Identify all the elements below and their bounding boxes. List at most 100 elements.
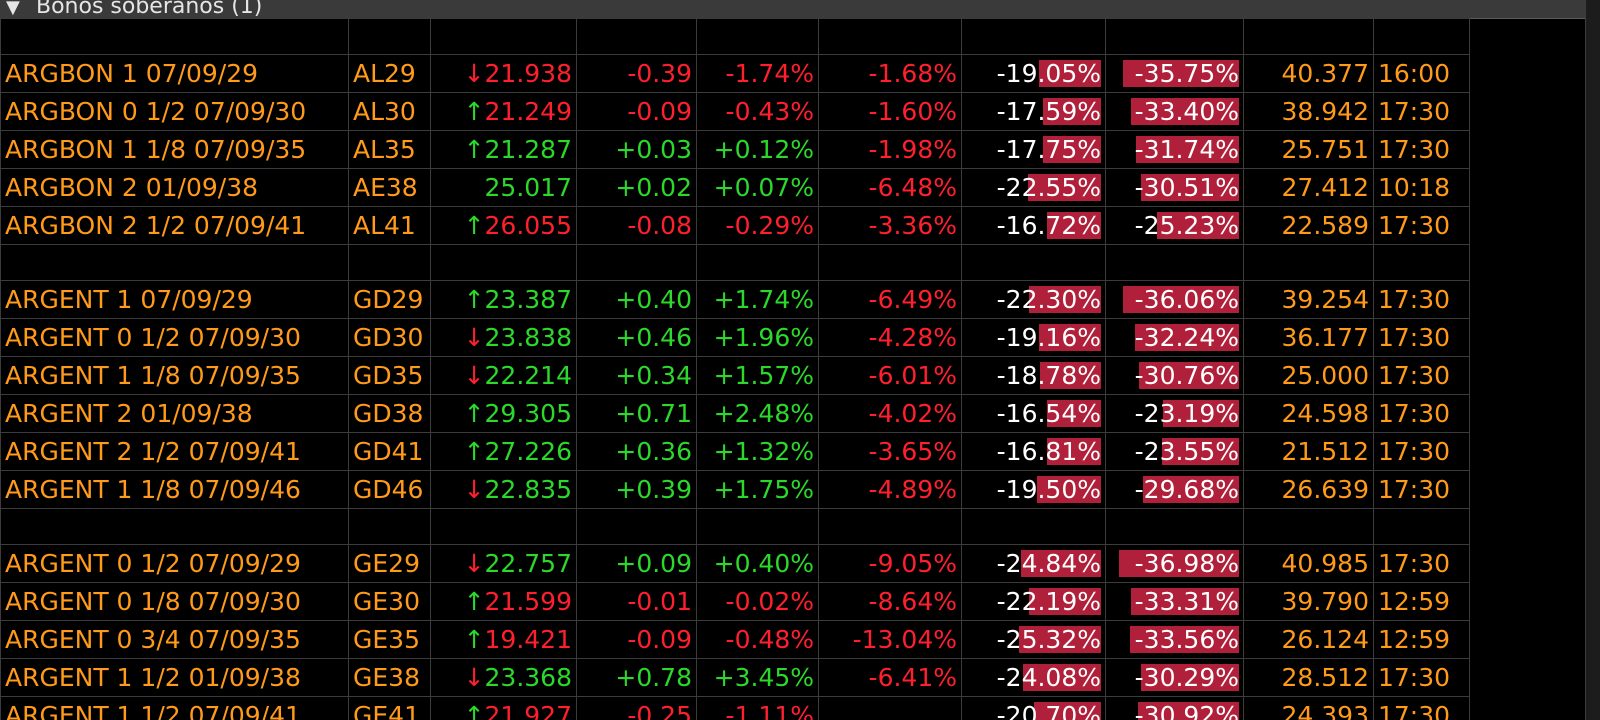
pct-change: +1.74%: [696, 280, 819, 319]
bar-value: -30.29%: [1134, 663, 1239, 692]
bond-name: ARGBON 1 07/09/29: [0, 54, 349, 93]
net-change: +0.78: [576, 658, 697, 697]
price-value: 21.927: [484, 701, 572, 720]
arrow-up-icon: ↑: [463, 285, 485, 314]
table-row[interactable]: ARGBON 1 1/8 07/09/35 AL35 ↑21.287 +0.03 +0.…: [0, 130, 1470, 169]
bar-fill: [1141, 174, 1239, 201]
bar-value: -17.75%: [996, 135, 1101, 164]
yield-value: 24.393: [1243, 696, 1374, 720]
pct-bar-ytd: -17.59%: [961, 92, 1106, 131]
net-change: +0.34: [576, 356, 697, 395]
ticker: AE38: [348, 168, 431, 207]
pct-change: -0.48%: [696, 620, 819, 659]
bar-fill: [1136, 136, 1239, 163]
pct-column-5: -6.41%: [818, 658, 962, 697]
bond-name: ARGENT 1 1/2 07/09/41: [0, 696, 349, 720]
bar-value: -24.08%: [996, 663, 1101, 692]
table-row[interactable]: ARGENT 1 07/09/29 GD29 ↑23.387 +0.40 +1.74% -…: [0, 280, 1470, 319]
table-row[interactable]: ARGENT 2 1/2 07/09/41 GD41 ↑27.226 +0.36 +1.…: [0, 432, 1470, 471]
table-row[interactable]: ARGENT 1 1/2 01/09/38 GE38 ↓23.368 +0.78 +3.…: [0, 658, 1470, 697]
bar-value: -20.70%: [996, 701, 1101, 720]
pct-bar-yoy: -30.29%: [1105, 658, 1244, 697]
bar-value: -18.78%: [996, 361, 1101, 390]
table-row[interactable]: ARGENT 0 1/8 07/09/30 GE30 ↑21.599 -0.01 -0.…: [0, 582, 1470, 621]
pct-bar-yoy: -29.68%: [1105, 470, 1244, 509]
update-time: 17:30: [1373, 92, 1470, 131]
pct-change: +0.40%: [696, 544, 819, 583]
panel-header[interactable]: ▼ Bonos soberanos (1): [0, 0, 1585, 19]
pct-bar-ytd: -22.55%: [961, 168, 1106, 207]
update-time: 17:30: [1373, 544, 1470, 583]
bar-value: -22.19%: [996, 587, 1101, 616]
empty-cell: [1373, 18, 1470, 55]
bar-value: -30.51%: [1134, 173, 1239, 202]
bar-fill: [1029, 286, 1101, 313]
bond-name: ARGENT 0 1/2 07/09/29: [0, 544, 349, 583]
price-cell: ↓21.938: [430, 54, 577, 93]
yield-value: 38.942: [1243, 92, 1374, 131]
bar-value: -35.75%: [1134, 59, 1239, 88]
bar-fill: [1039, 60, 1101, 87]
table-row[interactable]: ARGBON 1 07/09/29 AL29 ↓21.938 -0.39 -1.74% -…: [0, 54, 1470, 93]
ticker: GE29: [348, 544, 431, 583]
pct-column-5: -4.02%: [818, 394, 962, 433]
table-row[interactable]: ARGENT 1 1/8 07/09/35 GD35 ↓22.214 +0.34 +1.…: [0, 356, 1470, 395]
bar-fill: [1119, 550, 1239, 577]
update-time: 17:30: [1373, 394, 1470, 433]
scrollbar[interactable]: [1585, 0, 1600, 720]
price-cell: ↓22.757: [430, 544, 577, 583]
price-value: 23.387: [484, 285, 572, 314]
pct-bar-ytd: -18.78%: [961, 356, 1106, 395]
table-row[interactable]: ARGENT 0 3/4 07/09/35 GE35 ↑19.421 -0.09 -0.…: [0, 620, 1470, 659]
bond-name: ARGENT 1 1/2 01/09/38: [0, 658, 349, 697]
bar-fill: [1047, 438, 1101, 465]
empty-cell: [1243, 508, 1374, 545]
bar-value: -23.55%: [1134, 437, 1239, 466]
collapse-caret-icon[interactable]: ▼: [6, 0, 20, 18]
pct-change: +2.48%: [696, 394, 819, 433]
pct-change: +1.32%: [696, 432, 819, 471]
price-cell: ↑21.599: [430, 582, 577, 621]
yield-value: 25.751: [1243, 130, 1374, 169]
ticker: GD29: [348, 280, 431, 319]
table-row[interactable]: ARGBON 2 01/09/38 AE38 25.017 +0.02 +0.07% -6…: [0, 168, 1470, 207]
ticker: GD46: [348, 470, 431, 509]
bar-value: -25.32%: [996, 625, 1101, 654]
empty-cell: [696, 244, 819, 281]
table-row[interactable]: ARGBON 0 1/2 07/09/30 AL30 ↑21.249 -0.09 -0.…: [0, 92, 1470, 131]
table-row[interactable]: ARGENT 1 1/8 07/09/46 GD46 ↓22.835 +0.39 +1.…: [0, 470, 1470, 509]
price-value: 22.214: [484, 361, 572, 390]
bond-name: ARGBON 2 01/09/38: [0, 168, 349, 207]
empty-cell: [961, 18, 1106, 55]
net-change: -0.09: [576, 620, 697, 659]
pct-bar-yoy: -30.51%: [1105, 168, 1244, 207]
pct-bar-yoy: -33.40%: [1105, 92, 1244, 131]
ticker: GE41: [348, 696, 431, 720]
update-time: 17:30: [1373, 130, 1470, 169]
bond-name: ARGENT 2 01/09/38: [0, 394, 349, 433]
arrow-up-icon: ↑: [463, 437, 485, 466]
pct-column-5: -1.98%: [818, 130, 962, 169]
table-row[interactable]: ARGENT 1 1/2 07/09/41 GE41 ↑21.927 -0.25 -1.…: [0, 696, 1470, 720]
price-value: 27.226: [484, 437, 572, 466]
table-row[interactable]: ARGENT 0 1/2 07/09/29 GE29 ↓22.757 +0.09 +0.…: [0, 544, 1470, 583]
arrow-up-icon: ↑: [463, 399, 485, 428]
yield-value: 39.254: [1243, 280, 1374, 319]
ticker: AL30: [348, 92, 431, 131]
bar-fill: [1135, 324, 1239, 351]
bar-fill: [1131, 98, 1239, 125]
empty-cell: [1105, 508, 1244, 545]
table-row[interactable]: ARGBON 2 1/2 07/09/41 AL41 ↑26.055 -0.08 -0.…: [0, 206, 1470, 245]
empty-cell: [430, 244, 577, 281]
price-value: 22.835: [484, 475, 572, 504]
bond-name: ARGENT 1 07/09/29: [0, 280, 349, 319]
empty-cell: [696, 18, 819, 55]
update-time: 17:30: [1373, 280, 1470, 319]
price-value: 21.287: [484, 135, 572, 164]
bar-value: -32.24%: [1134, 323, 1239, 352]
table-row[interactable]: ARGENT 0 1/2 07/09/30 GD30 ↓23.838 +0.46 +1.…: [0, 318, 1470, 357]
ticker: GD30: [348, 318, 431, 357]
table-row[interactable]: ARGENT 2 01/09/38 GD38 ↑29.305 +0.71 +2.48% -…: [0, 394, 1470, 433]
ticker: AL29: [348, 54, 431, 93]
